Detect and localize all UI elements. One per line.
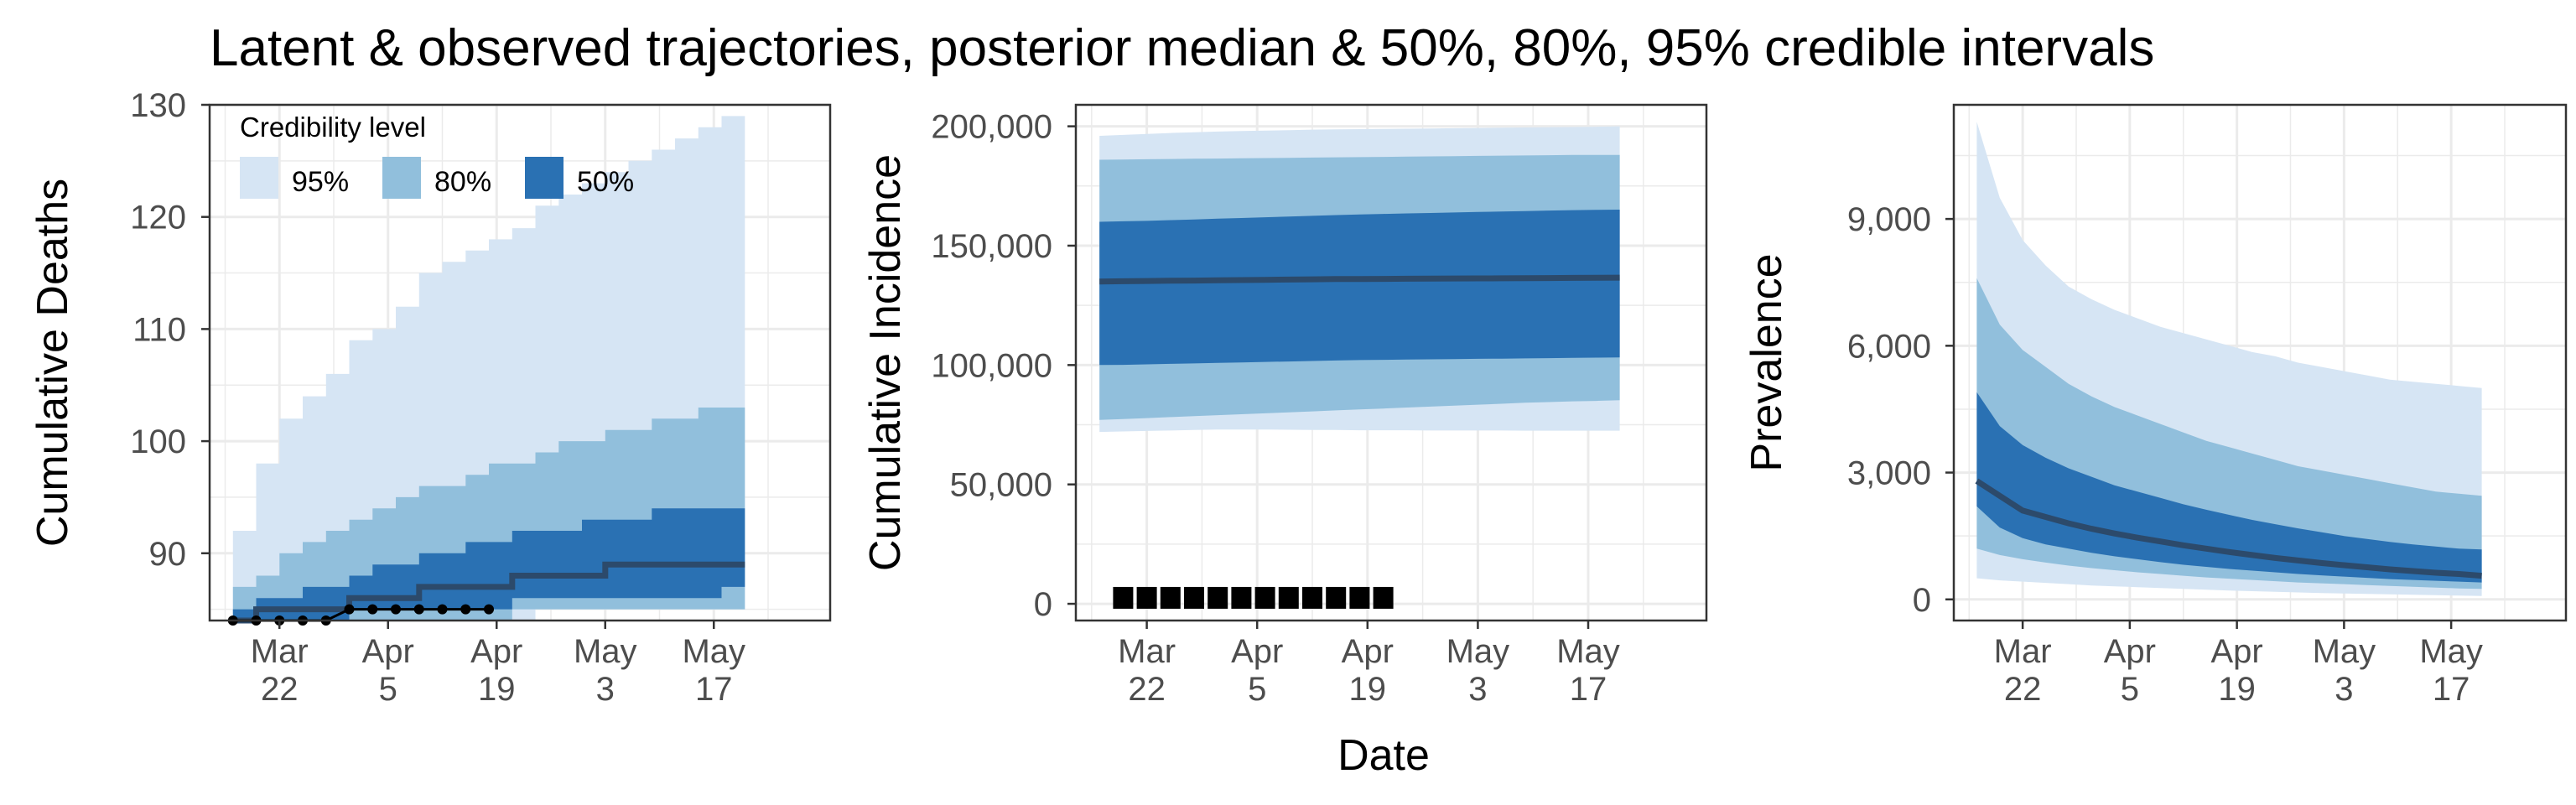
observed-point — [1373, 586, 1394, 609]
x-tick-label: May 17 — [682, 633, 745, 708]
median-line — [1975, 478, 2482, 579]
x-tick-label: Mar 22 — [1994, 633, 2052, 708]
band-50-area — [1976, 392, 2482, 583]
y-tick-label: 120 — [130, 200, 186, 236]
y-tick-label: 100 — [130, 423, 186, 460]
x-tick-label: Apr 19 — [1342, 633, 1394, 708]
panel-prevalence: 0 3,000 6,000 9,000 Mar 22 Apr 5 Apr 19 May 3 May 17 P… — [1742, 103, 2568, 708]
y-axis-title: Prevalence — [1742, 253, 1791, 471]
y-tick-label: 130 — [130, 87, 186, 124]
observed-point — [460, 604, 471, 615]
median-line — [232, 561, 745, 624]
observed-point — [367, 604, 378, 615]
legend-key-95 — [240, 157, 278, 199]
observed-point — [1136, 586, 1157, 609]
observed-point — [1254, 586, 1275, 609]
figure-title: Latent & observed trajectories, posterio… — [210, 19, 2154, 77]
observed-point — [1326, 586, 1347, 609]
x-tick-label: May 3 — [2313, 633, 2376, 708]
observed-point — [484, 604, 494, 615]
x-tick-label: Mar 22 — [1118, 633, 1176, 708]
observed-point — [391, 604, 401, 615]
x-tick-label: Apr 5 — [1231, 633, 1283, 708]
y-tick-label: 6,000 — [1847, 328, 1931, 365]
x-tick-label: May 17 — [1556, 633, 1620, 708]
panel-border — [1074, 103, 1708, 622]
x-axis-title: Date — [1337, 731, 1430, 780]
observed-point — [1349, 586, 1370, 609]
x-tick-label: Mar 22 — [251, 633, 309, 708]
y-tick-label: 9,000 — [1847, 201, 1931, 238]
legend-key-50 — [525, 157, 564, 199]
y-tick-label: 200,000 — [931, 109, 1052, 146]
y-tick-label: 50,000 — [950, 467, 1052, 504]
y-axis-title: Cumulative Deaths — [29, 179, 77, 547]
y-tick-label: 100,000 — [931, 347, 1052, 384]
x-tick-label: May 3 — [1446, 633, 1510, 708]
x-tick-label: Apr 19 — [470, 633, 522, 708]
y-tick-label: 0 — [1034, 586, 1052, 623]
band-50-area — [232, 496, 745, 621]
y-tick-label: 0 — [1913, 582, 1931, 619]
panel-border — [208, 103, 832, 622]
observed-point — [1302, 586, 1322, 609]
observed-point — [344, 604, 355, 615]
panel-border — [1952, 103, 2568, 622]
x-tick-label: Apr 19 — [2211, 633, 2263, 708]
y-tick-label: 3,000 — [1847, 455, 1931, 492]
legend-label-50: 50% — [577, 166, 634, 198]
band-50-area — [1099, 210, 1620, 366]
y-tick-label: 90 — [149, 536, 187, 573]
x-tick-label: May 3 — [574, 633, 637, 708]
observed-point — [437, 604, 448, 615]
observed-point — [413, 604, 424, 615]
y-axis-title: Cumulative Incidence — [861, 154, 910, 571]
legend-label-80: 80% — [434, 166, 491, 198]
observed-point — [1184, 586, 1204, 609]
y-tick-label: 150,000 — [931, 228, 1052, 265]
panel-cumulative-deaths: 90 100 110 120 130 Mar 22 Apr 5 Apr 19 May 3 May 17 Cum… — [29, 87, 832, 708]
x-tick-label: Apr 5 — [362, 633, 414, 708]
median-line — [1099, 274, 1620, 285]
legend-key-80 — [382, 157, 421, 199]
observed-point — [1231, 586, 1252, 609]
panel-cumulative-incidence: 0 50,000 100,000 150,000 200,000 Mar 22 Apr 5 Apr… — [861, 103, 1708, 708]
observed-point — [1208, 586, 1228, 609]
legend-title: Credibility level — [240, 112, 426, 143]
legend-label-95: 95% — [292, 166, 349, 198]
legend: Credibility level 95% 80% 50% — [240, 112, 634, 199]
y-tick-label: 110 — [132, 311, 186, 348]
x-tick-label: Apr 5 — [2104, 633, 2156, 708]
observed-point — [1278, 586, 1299, 609]
observed-point — [1160, 586, 1181, 609]
observed-point — [1113, 586, 1134, 609]
x-tick-label: May 17 — [2419, 633, 2483, 708]
